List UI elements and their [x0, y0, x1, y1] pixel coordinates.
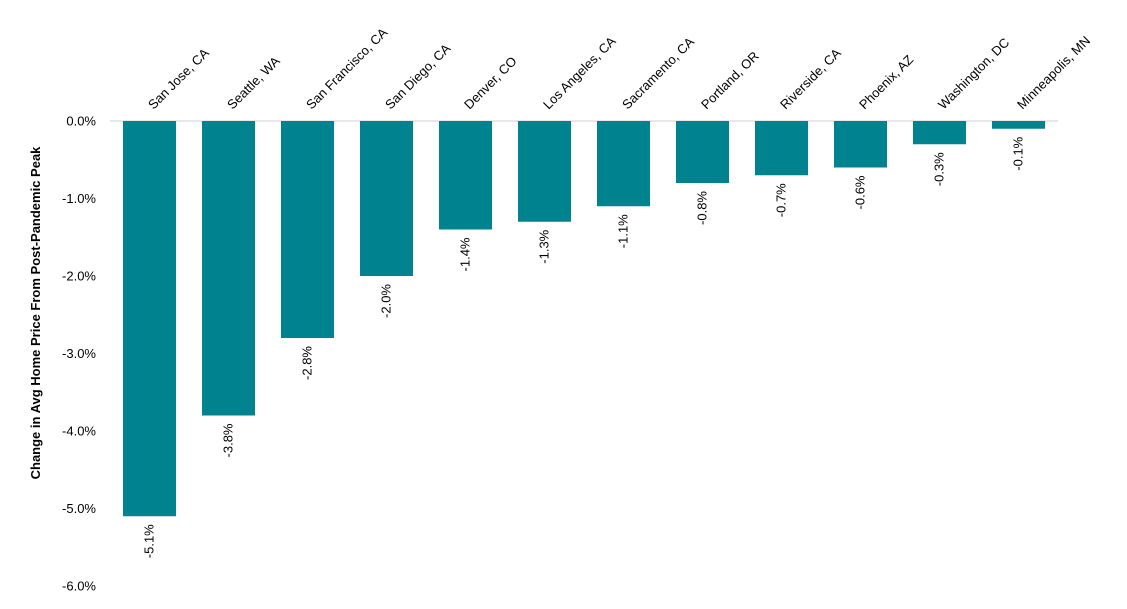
bar [439, 121, 492, 230]
data-label: -0.3% [932, 152, 947, 186]
category-label: Riverside, CA [777, 45, 844, 112]
category-labels: San Jose, CA Seattle, WA San Francisco, CA… [145, 25, 1093, 112]
bar [913, 121, 966, 145]
y-tick-label: 0.0% [66, 114, 96, 129]
bar [676, 121, 729, 183]
y-tick-label: -5.0% [62, 501, 96, 516]
bar [123, 121, 176, 517]
data-label: -2.8% [300, 346, 315, 380]
data-label: -0.7% [774, 183, 789, 217]
category-label: Washington, DC [935, 35, 1012, 112]
data-label: -0.1% [1011, 136, 1026, 170]
data-label: -3.8% [221, 423, 236, 457]
category-label: Los Angeles, CA [540, 33, 619, 112]
bar [992, 121, 1045, 129]
category-label: Minneapolis, MN [1014, 33, 1093, 112]
bar [360, 121, 413, 276]
y-tick-label: -1.0% [62, 191, 96, 206]
y-tick-label: -2.0% [62, 269, 96, 284]
data-label: -1.4% [458, 237, 473, 271]
bar [202, 121, 255, 416]
y-axis-ticks: 0.0% -1.0% -2.0% -3.0% -4.0% -5.0% -6.0% [62, 114, 96, 594]
bar [518, 121, 571, 222]
y-tick-label: -6.0% [62, 579, 96, 594]
category-label: San Diego, CA [382, 40, 454, 112]
bar [834, 121, 887, 168]
data-label: -1.3% [537, 229, 552, 263]
data-label: -5.1% [142, 524, 157, 558]
category-label: San Jose, CA [145, 45, 212, 112]
category-label: Denver, CO [461, 53, 520, 112]
data-label: -1.1% [616, 214, 631, 248]
category-label: San Francisco, CA [303, 25, 390, 112]
data-label: -2.0% [379, 284, 394, 318]
data-label: -0.6% [853, 175, 868, 209]
bar [281, 121, 334, 338]
bar [755, 121, 808, 176]
category-label: Sacramento, CA [619, 34, 697, 112]
category-label: Portland, OR [698, 48, 762, 112]
y-axis-label: Change in Avg Home Price From Post-Pande… [28, 146, 43, 480]
bar [597, 121, 650, 207]
category-label: Seattle, WA [224, 53, 283, 112]
category-label: Phoenix, AZ [856, 52, 916, 112]
y-tick-label: -4.0% [62, 424, 96, 439]
bars-group [123, 121, 1045, 517]
data-labels-group: -5.1% -3.8% -2.8% -2.0% -1.4% -1.3% -1.1% -0.8%… [142, 136, 1026, 558]
y-tick-label: -3.0% [62, 346, 96, 361]
data-label: -0.8% [695, 191, 710, 225]
